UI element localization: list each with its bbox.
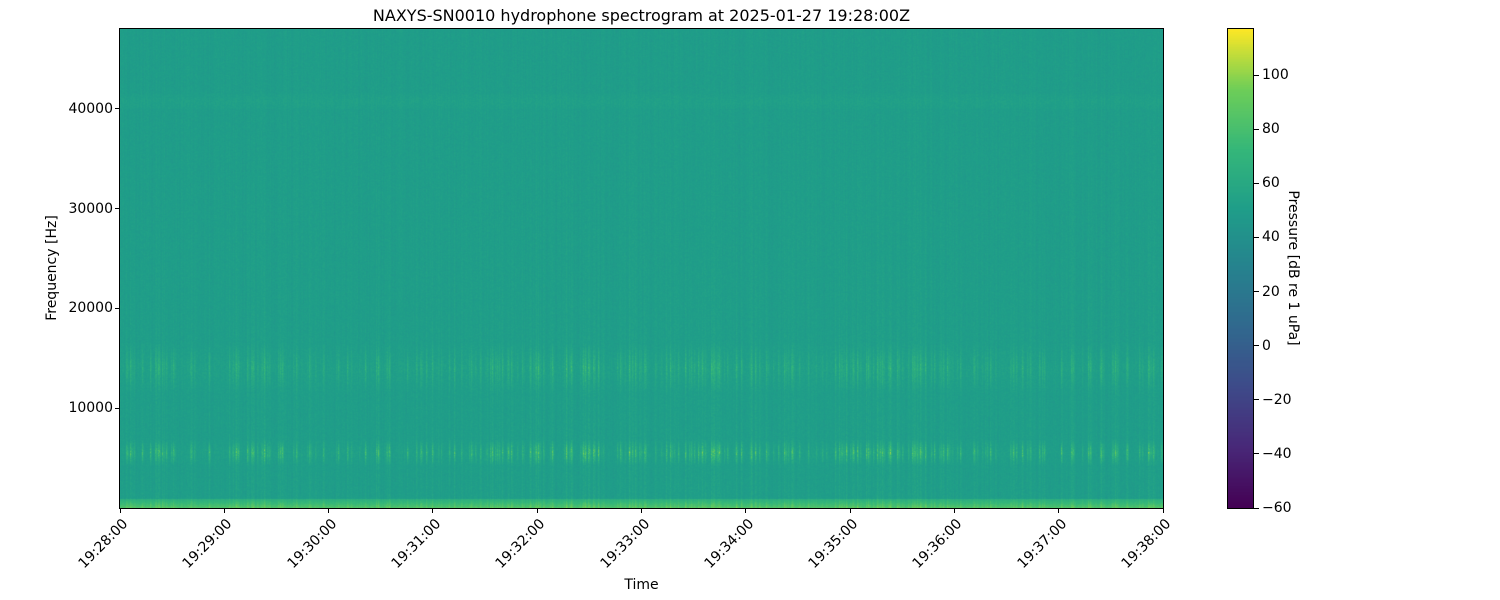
colorbar-tick-label: −60 [1262,500,1292,516]
y-tick-mark [115,108,120,110]
x-tick-mark [432,508,434,513]
x-tick-mark [223,508,225,513]
y-tick-label: 20000 [68,300,113,317]
x-tick-mark [536,508,538,513]
x-tick-mark [745,508,747,513]
y-tick-label: 10000 [68,400,113,417]
colorbar-tick-mark [1254,74,1259,76]
colorbar-tick-label: −20 [1262,391,1292,408]
colorbar-tick-mark [1254,182,1259,184]
colorbar-tick-label: 100 [1262,67,1289,83]
y-tick-mark [115,407,120,409]
colorbar-tick-mark [1254,128,1259,130]
x-tick-mark [641,508,642,513]
colorbar-tick-mark [1254,399,1259,401]
x-tick-mark [328,508,330,513]
x-tick-mark [1162,508,1164,513]
y-tick-mark [115,307,120,309]
colorbar-tick-mark [1254,345,1259,347]
colorbar-tick-label: 40 [1262,229,1280,246]
y-tick-label: 40000 [68,100,113,117]
colorbar-tick-mark [1254,291,1259,292]
x-tick-mark [953,508,955,513]
x-axis-label: Time [624,577,659,593]
y-tick-mark [115,208,120,210]
colorbar-tick-label: 20 [1262,283,1280,300]
colorbar [1228,29,1253,508]
x-tick-mark [1058,508,1060,513]
colorbar-label: Pressure [dB re 1 uPa] [1285,190,1301,346]
colorbar-tick-mark [1254,507,1259,509]
x-tick-mark [849,508,851,513]
colorbar-tick-label: 60 [1262,175,1280,192]
colorbar-tick-label: 80 [1262,121,1280,138]
colorbar-tick-mark [1254,236,1259,238]
spectrogram-heatmap [120,29,1163,508]
x-tick-mark [119,508,121,513]
y-axis-label: Frequency [Hz] [44,215,60,321]
y-tick-label: 30000 [68,200,113,217]
colorbar-tick-mark [1254,453,1259,455]
colorbar-tick-label: 0 [1262,337,1271,354]
colorbar-tick-label: −40 [1262,445,1292,462]
x-tick-label: 19:28:00 [75,516,132,572]
chart-title: NAXYS-SN0010 hydrophone spectrogram at 2… [372,6,911,25]
